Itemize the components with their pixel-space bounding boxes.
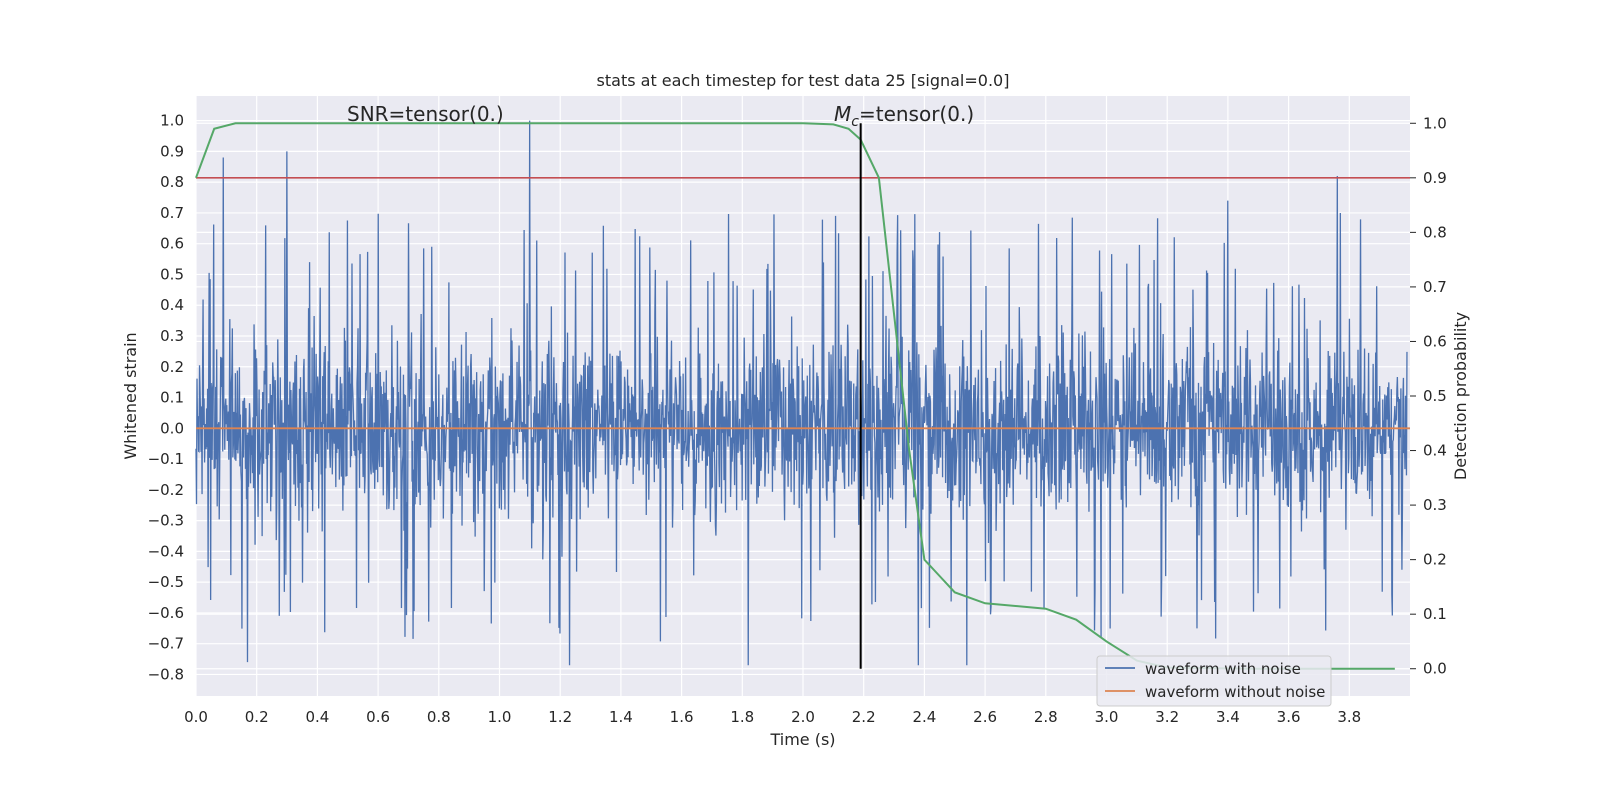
y-tick-label: 0.7 <box>160 204 184 222</box>
y2-tick-label: 0.2 <box>1423 551 1447 569</box>
x-tick-labels: 0.0 0.2 0.4 0.6 0.8 1.0 1.2 1.4 1.6 1.8 2.0 2.2 2.4 2… <box>184 708 1361 726</box>
y2-tick-labels: 0.0 0.1 0.2 0.3 0.4 0.5 0.6 0.7 0.8 0.9 1.0 <box>1410 114 1447 678</box>
y-tick-label: −0.7 <box>148 635 184 653</box>
waveform-with-noise-line <box>195 120 1408 666</box>
y2-tick-label: 0.1 <box>1423 605 1447 623</box>
legend-box <box>1096 655 1332 707</box>
x-tick-label: 2.6 <box>973 708 997 726</box>
x-tick-label: 1.4 <box>609 708 633 726</box>
x-tick-label: 1.2 <box>548 708 572 726</box>
x-tick-label: 0.2 <box>245 708 269 726</box>
x-tick-label: 3.0 <box>1095 708 1119 726</box>
x-tick-label: 0.4 <box>305 708 329 726</box>
x-tick-label: 0.8 <box>427 708 451 726</box>
mc-symbol: M <box>834 102 851 126</box>
y-tick-label: 0.6 <box>160 235 184 253</box>
y2-tick-label: 0.5 <box>1423 387 1447 405</box>
x-tick-label: 1.8 <box>730 708 754 726</box>
y2-axis-label: Detection probability <box>1451 312 1470 480</box>
legend-label-clean: waveform without noise <box>1145 683 1325 701</box>
x-tick-label: 1.6 <box>670 708 694 726</box>
x-axis-label: Time (s) <box>769 730 835 749</box>
x-tick-label: 3.6 <box>1277 708 1301 726</box>
y2-tick-label: 0.6 <box>1423 332 1447 350</box>
x-tick-label: 0.0 <box>184 708 208 726</box>
y-tick-label: 0.5 <box>160 265 184 283</box>
y-tick-label: −0.2 <box>148 481 184 499</box>
x-tick-label: 2.4 <box>912 708 936 726</box>
y2-tick-label: 0.8 <box>1423 223 1447 241</box>
x-tick-label: 3.4 <box>1216 708 1240 726</box>
mc-value: =tensor(0.) <box>859 102 974 126</box>
y-tick-label: −0.8 <box>148 665 184 683</box>
x-tick-label: 3.2 <box>1155 708 1179 726</box>
y-tick-labels: −0.8 −0.7 −0.6 −0.5 −0.4 −0.3 −0.2 −0.1 0.0 0.1 0.… <box>148 112 184 684</box>
y-tick-label: 0.9 <box>160 142 184 160</box>
y-tick-label: 1.0 <box>160 112 184 130</box>
y2-tick-label: 0.9 <box>1423 169 1447 187</box>
legend: waveform with noise waveform without noi… <box>1096 655 1332 707</box>
mc-annotation: Mc=tensor(0.) <box>834 102 974 130</box>
y-tick-label: −0.1 <box>148 450 184 468</box>
y-tick-label: −0.5 <box>148 573 184 591</box>
y-tick-label: −0.6 <box>148 604 184 622</box>
snr-annotation: SNR=tensor(0.) <box>347 102 504 126</box>
chart-title: stats at each timestep for test data 25 … <box>597 71 1010 90</box>
y2-tick-label: 0.4 <box>1423 442 1447 460</box>
y-tick-label: 0.0 <box>160 419 184 437</box>
y-tick-label: 0.8 <box>160 173 184 191</box>
legend-label-noise: waveform with noise <box>1145 660 1301 678</box>
mc-subscript: c <box>851 114 859 130</box>
x-tick-label: 1.0 <box>488 708 512 726</box>
y-tick-label: −0.3 <box>148 512 184 530</box>
x-tick-label: 2.8 <box>1034 708 1058 726</box>
x-tick-label: 3.8 <box>1337 708 1361 726</box>
y-tick-label: −0.4 <box>148 542 184 560</box>
y2-tick-label: 0.7 <box>1423 278 1447 296</box>
y-tick-label: 0.2 <box>160 358 184 376</box>
x-tick-label: 2.2 <box>852 708 876 726</box>
y2-tick-label: 1.0 <box>1423 114 1447 132</box>
y2-tick-label: 0.3 <box>1423 496 1447 514</box>
y-tick-label: 0.4 <box>160 296 184 314</box>
x-tick-label: 2.0 <box>791 708 815 726</box>
y-tick-label: 0.1 <box>160 389 184 407</box>
x-tick-label: 0.6 <box>366 708 390 726</box>
y-axis-label: Whitened strain <box>121 332 140 459</box>
y2-tick-label: 0.0 <box>1423 660 1447 678</box>
y-tick-label: 0.3 <box>160 327 184 345</box>
